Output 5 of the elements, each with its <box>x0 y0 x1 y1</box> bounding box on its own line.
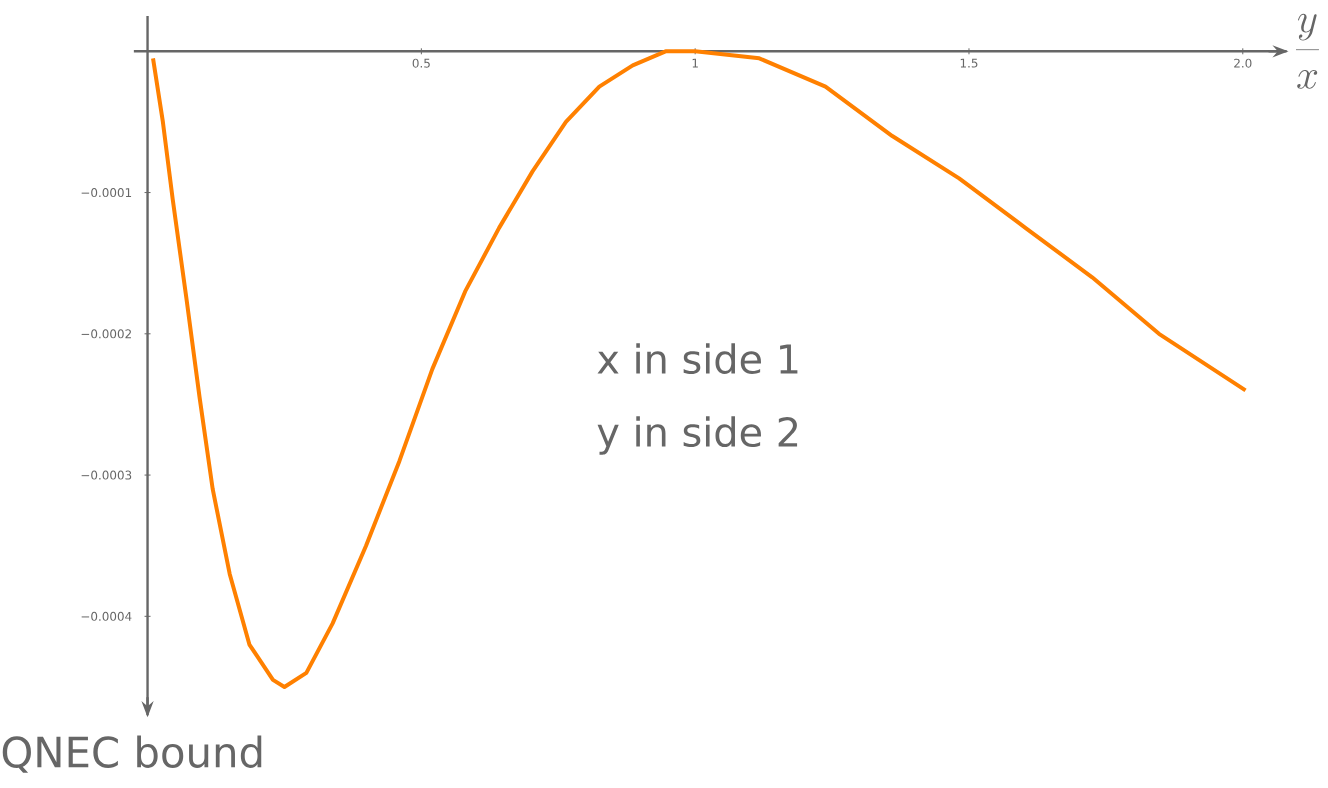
line-series <box>151 49 1248 690</box>
annotation: y in side 2 <box>597 416 798 456</box>
x-axis-title: $\frac{y}{x}$ <box>1296 14 1319 90</box>
y-axis-title: QNEC bound <box>2 736 262 774</box>
annotation: x in side 1 <box>597 343 798 375</box>
